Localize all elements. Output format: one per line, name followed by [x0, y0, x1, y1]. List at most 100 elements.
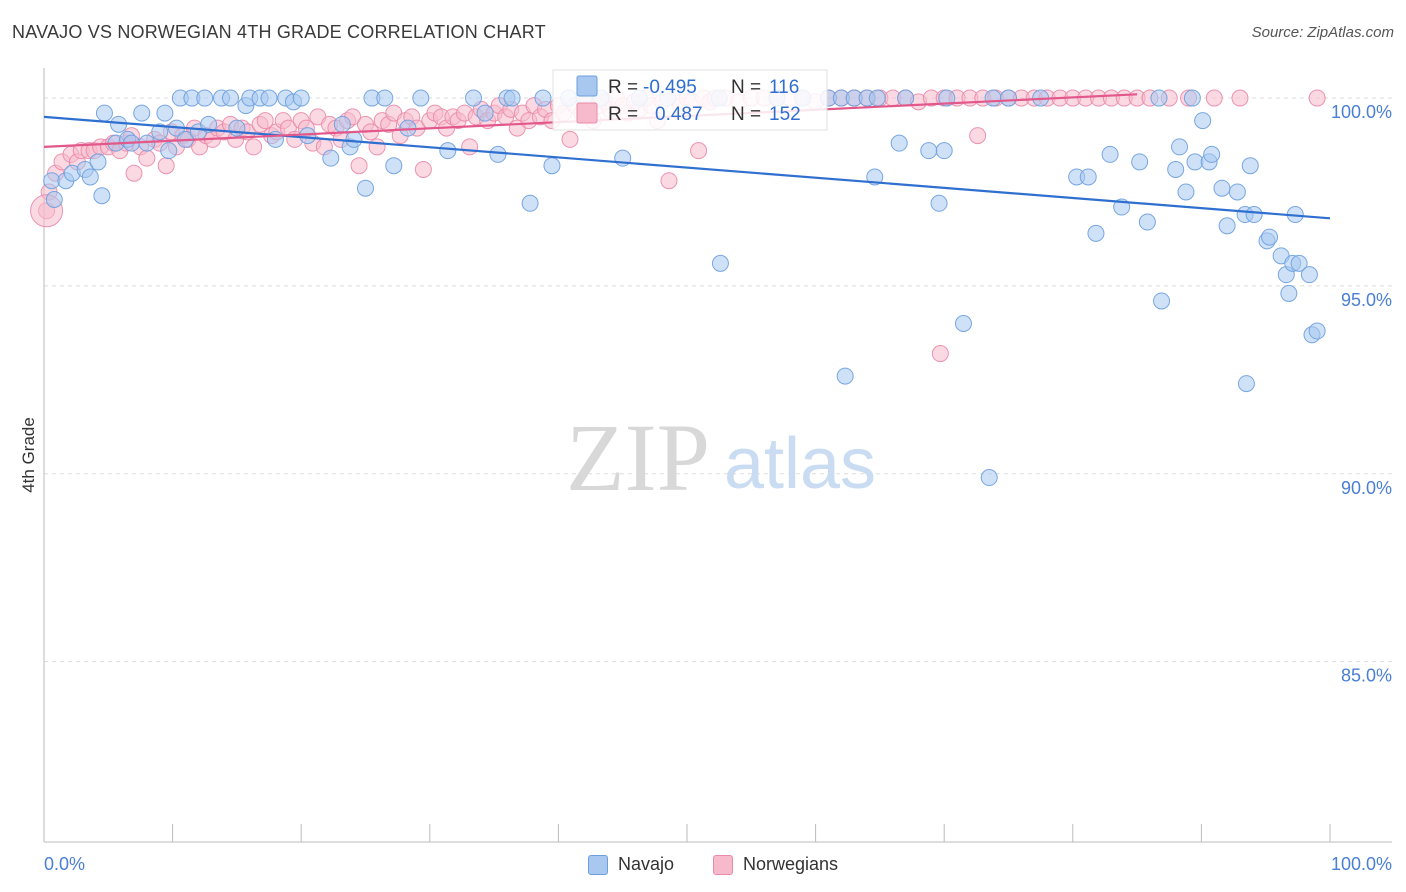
navajo-point[interactable]: [110, 115, 128, 133]
navajo-point[interactable]: [160, 142, 178, 160]
navajo-point[interactable]: [1194, 112, 1212, 130]
navajo-point[interactable]: [980, 469, 998, 487]
navajo-point[interactable]: [1237, 375, 1255, 393]
norwegians-point[interactable]: [350, 157, 368, 175]
y-tick-label: 90.0%: [1341, 478, 1392, 498]
norwegians-point[interactable]: [1308, 89, 1326, 107]
navajo-point[interactable]: [1186, 153, 1204, 171]
source-value[interactable]: ZipAtlas.com: [1307, 24, 1394, 41]
navajo-point[interactable]: [984, 89, 1002, 107]
navajo-point[interactable]: [133, 104, 151, 122]
norwegians-point[interactable]: [690, 142, 708, 160]
navajo-point[interactable]: [385, 157, 403, 175]
navajo-point[interactable]: [938, 89, 956, 107]
navajo-point[interactable]: [711, 254, 729, 272]
norwegians-point[interactable]: [461, 138, 479, 156]
norwegians-point[interactable]: [368, 138, 386, 156]
norwegians-point[interactable]: [931, 345, 949, 363]
navajo-point[interactable]: [43, 172, 61, 190]
norwegians-point[interactable]: [138, 149, 156, 167]
navajo-point[interactable]: [465, 89, 483, 107]
navajo-point[interactable]: [534, 89, 552, 107]
navajo-point[interactable]: [1228, 183, 1246, 201]
navajo-point[interactable]: [1218, 217, 1236, 235]
norwegians-point[interactable]: [1231, 89, 1249, 107]
navajo-point[interactable]: [345, 130, 363, 148]
navajo-point[interactable]: [1300, 266, 1318, 284]
norwegians-point[interactable]: [256, 112, 274, 130]
stats-swatch-norwegians: [576, 102, 598, 124]
stats-legend: R = -0.495 N = 116 R = 0.487 N = 152: [552, 69, 828, 131]
navajo-point[interactable]: [503, 89, 521, 107]
norwegians-point[interactable]: [125, 164, 143, 182]
navajo-point[interactable]: [521, 194, 539, 212]
navajo-point[interactable]: [1290, 254, 1308, 272]
navajo-point[interactable]: [1261, 228, 1279, 246]
navajo-point[interactable]: [439, 142, 457, 160]
navajo-point[interactable]: [322, 149, 340, 167]
navajo-point[interactable]: [476, 104, 494, 122]
navajo-point[interactable]: [45, 191, 63, 209]
norwegians-point[interactable]: [561, 130, 579, 148]
navajo-point[interactable]: [1131, 153, 1149, 171]
navajo-point[interactable]: [292, 89, 310, 107]
navajo-point[interactable]: [299, 127, 317, 145]
norwegians-point[interactable]: [1205, 89, 1223, 107]
navajo-point[interactable]: [1153, 292, 1171, 310]
navajo-point[interactable]: [228, 119, 246, 137]
norwegians-point[interactable]: [157, 157, 175, 175]
norwegians-point[interactable]: [245, 138, 263, 156]
navajo-point[interactable]: [890, 134, 908, 152]
navajo-point[interactable]: [333, 115, 351, 133]
navajo-point[interactable]: [151, 123, 169, 141]
navajo-point[interactable]: [1245, 206, 1263, 224]
norwegians-point[interactable]: [660, 172, 678, 190]
navajo-point[interactable]: [1171, 138, 1189, 156]
stats-navajo-r-value: -0.495: [643, 77, 697, 98]
navajo-point[interactable]: [1079, 168, 1097, 186]
navajo-point[interactable]: [260, 89, 278, 107]
navajo-point[interactable]: [1308, 322, 1326, 340]
navajo-point[interactable]: [543, 157, 561, 175]
navajo-point[interactable]: [836, 367, 854, 385]
legend-item-norwegians[interactable]: Norwegians: [713, 854, 838, 875]
navajo-point[interactable]: [489, 145, 507, 163]
navajo-point[interactable]: [357, 179, 374, 197]
navajo-point[interactable]: [1000, 89, 1017, 107]
navajo-point[interactable]: [1150, 89, 1168, 107]
navajo-point[interactable]: [89, 153, 107, 171]
navajo-point[interactable]: [200, 115, 218, 133]
navajo-point[interactable]: [1087, 224, 1105, 242]
norwegians-point[interactable]: [414, 160, 432, 178]
norwegians-point[interactable]: [969, 127, 987, 145]
navajo-point[interactable]: [81, 168, 99, 186]
navajo-point[interactable]: [412, 89, 430, 107]
legend-item-navajo[interactable]: Navajo: [588, 854, 674, 875]
navajo-point[interactable]: [221, 89, 239, 107]
navajo-point[interactable]: [1183, 89, 1201, 107]
stats-navajo-n-label: N =: [731, 77, 761, 98]
y-tick-label: 85.0%: [1341, 666, 1392, 686]
navajo-point[interactable]: [1101, 145, 1119, 163]
navajo-point[interactable]: [1203, 145, 1221, 163]
navajo-point[interactable]: [920, 142, 938, 160]
navajo-point[interactable]: [930, 194, 948, 212]
navajo-point[interactable]: [1280, 284, 1298, 302]
navajo-point[interactable]: [196, 89, 214, 107]
navajo-point[interactable]: [1213, 179, 1231, 197]
navajo-point[interactable]: [954, 314, 972, 332]
navajo-point[interactable]: [156, 104, 174, 122]
navajo-point[interactable]: [897, 89, 915, 107]
navajo-point[interactable]: [935, 142, 953, 160]
navajo-point[interactable]: [1138, 213, 1156, 231]
navajo-point[interactable]: [1177, 183, 1195, 201]
stats-norwegian-r-value: 0.487: [655, 104, 703, 125]
navajo-point[interactable]: [93, 187, 111, 205]
navajo-point[interactable]: [95, 104, 113, 122]
navajo-point[interactable]: [1167, 160, 1185, 178]
navajo-point[interactable]: [376, 89, 394, 107]
navajo-point[interactable]: [868, 89, 886, 107]
legend-swatch-navajo: [588, 854, 608, 875]
legend-label-norwegians: Norwegians: [743, 854, 839, 874]
navajo-point[interactable]: [1241, 157, 1259, 175]
